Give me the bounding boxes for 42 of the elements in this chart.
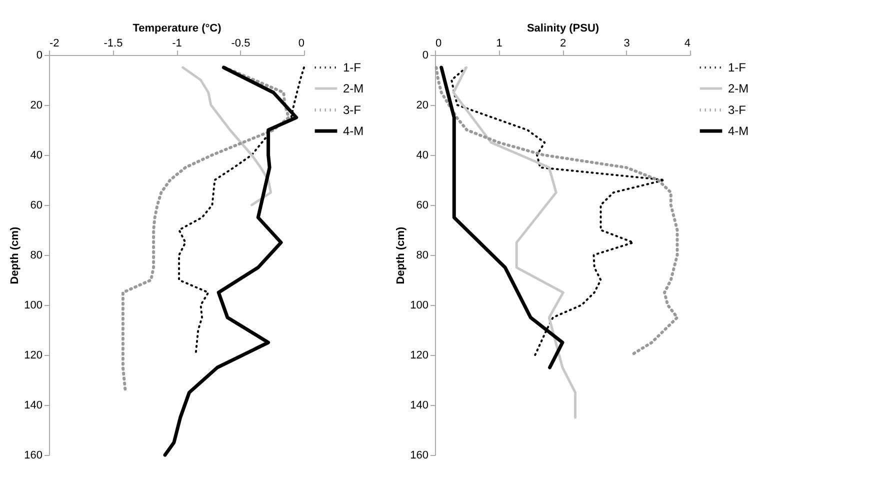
x-tick-label: -2: [50, 38, 60, 50]
y-tick-label: 60: [416, 200, 428, 212]
x-axis-title: Temperature (°C): [132, 22, 222, 34]
legend-label: 2-M: [343, 82, 364, 96]
y-tick-label: 120: [24, 350, 42, 362]
x-tick-label: -0.5: [231, 38, 250, 50]
legend-label: 4-M: [728, 124, 749, 138]
x-axis-title: Salinity (PSU): [526, 22, 600, 34]
line-series: [452, 66, 576, 419]
y-tick-label: 40: [416, 150, 428, 162]
y-tick-label: 140: [410, 400, 428, 412]
line-series: [182, 66, 272, 206]
legend-label: 3-F: [728, 103, 746, 117]
y-tick-label: 100: [24, 300, 42, 312]
y-tick-label: 140: [24, 400, 42, 412]
y-tick-label: 0: [422, 50, 428, 62]
legend-label: 1-F: [728, 60, 746, 74]
legend-label: 2-M: [728, 82, 749, 96]
y-axis-title: Depth (cm): [9, 226, 22, 284]
x-tick-label: 1: [496, 38, 502, 50]
legend-label: 3-F: [343, 103, 361, 117]
y-tick-label: 40: [30, 150, 42, 162]
y-tick-label: 120: [410, 350, 428, 362]
x-tick-label: 0: [298, 38, 304, 50]
y-tick-label: 100: [410, 300, 428, 312]
y-tick-label: 20: [416, 100, 428, 112]
x-tick-label: 4: [684, 38, 690, 50]
y-tick-label: 160: [24, 450, 42, 462]
x-tick-label: 2: [560, 38, 566, 50]
y-axis-title: Depth (cm): [395, 226, 408, 284]
y-tick-label: 160: [410, 450, 428, 462]
legend-label: 1-F: [343, 60, 361, 74]
y-tick-label: 60: [30, 200, 42, 212]
y-tick-label: 0: [36, 50, 42, 62]
x-tick-label: 0: [436, 38, 442, 50]
x-tick-label: -1.5: [104, 38, 123, 50]
x-tick-label: -1: [172, 38, 182, 50]
y-tick-label: 20: [30, 100, 42, 112]
x-tick-label: 3: [624, 38, 630, 50]
y-tick-label: 80: [30, 250, 42, 262]
y-tick-label: 80: [416, 250, 428, 262]
legend-label: 4-M: [343, 124, 364, 138]
